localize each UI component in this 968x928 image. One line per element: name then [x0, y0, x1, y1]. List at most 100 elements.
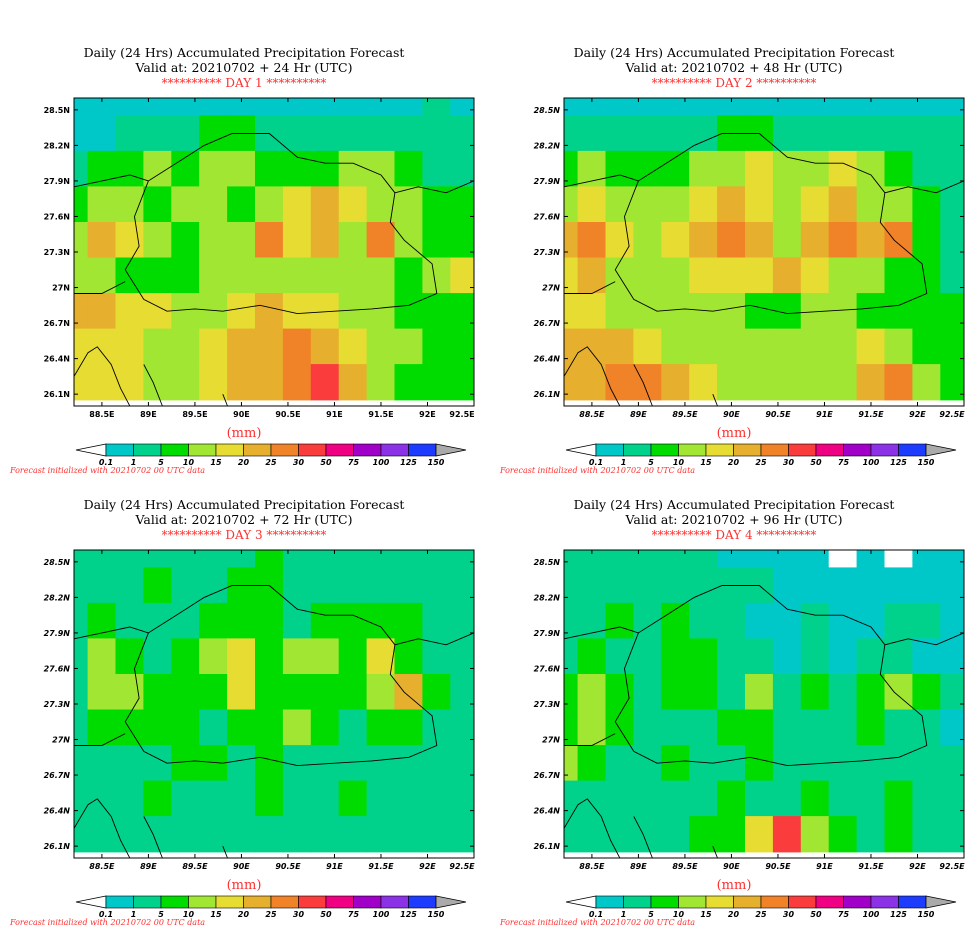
x-tick-label: 92.5E: [939, 862, 965, 871]
boundary-line: [633, 816, 653, 858]
precip-cell: [394, 257, 424, 294]
precip-cell: [87, 98, 117, 117]
precip-cell: [255, 328, 284, 365]
precip-cell: [450, 709, 474, 746]
precip-cell: [450, 293, 474, 330]
precip-cell: [912, 257, 942, 294]
precip-cell: [87, 293, 117, 330]
chart-title-line-1: Daily (24 Hrs) Accumulated Precipitation…: [573, 45, 895, 60]
x-tick-label: 92.5E: [449, 410, 474, 419]
precip-cell: [199, 257, 228, 294]
precip-cell: [143, 98, 173, 117]
precip-cell: [227, 780, 256, 817]
precip-cell: [366, 745, 396, 782]
colorbar-label: 150: [918, 458, 935, 467]
precip-cell: [366, 98, 396, 117]
y-tick-label: 28.2N: [534, 141, 561, 150]
precip-cell: [310, 780, 340, 817]
precip-cell: [255, 186, 284, 223]
precip-cell: [772, 638, 802, 675]
precip-cell: [310, 257, 340, 294]
precip-cell: [940, 328, 964, 365]
precip-cell: [74, 674, 89, 711]
precip-cell: [689, 222, 718, 259]
precip-cell: [940, 602, 964, 640]
colorbar-label: 20: [238, 458, 250, 467]
precip-cell: [564, 257, 579, 294]
precip-cell: [115, 816, 145, 853]
precip-cell: [745, 745, 774, 782]
precip-cell: [87, 780, 117, 817]
boundary-line: [74, 798, 131, 858]
boundary-line: [564, 174, 639, 188]
precip-cell: [772, 222, 802, 259]
precip-cell: [87, 150, 117, 188]
precip-cell: [577, 745, 607, 782]
colorbar-segment: [270, 895, 299, 909]
precip-cell: [940, 293, 964, 330]
precip-cell: [745, 816, 774, 853]
precip-cell: [577, 550, 607, 569]
colorbar-max-arrow: [925, 895, 957, 909]
precip-cell: [717, 293, 746, 330]
x-tick-label: 89.5E: [182, 410, 207, 419]
x-tick-label: 91E: [816, 410, 833, 419]
chart-title-line-2: Valid at: 20210702 + 72 Hr (UTC): [135, 512, 353, 527]
precip-cell: [115, 150, 145, 188]
precip-cell: [605, 638, 635, 675]
colorbar-label: 5: [158, 458, 164, 467]
precip-cell: [255, 222, 284, 259]
precip-cell: [87, 186, 117, 223]
precip-cell: [171, 364, 200, 401]
y-tick-label: 28.2N: [534, 593, 561, 602]
colorbar-label: 1: [131, 458, 137, 467]
colorbar-label: 125: [400, 910, 417, 919]
precip-cell: [199, 550, 228, 569]
precip-cell: [310, 567, 340, 604]
precip-cell: [255, 709, 284, 746]
precip-cell: [255, 745, 284, 782]
boundary-line: [222, 394, 228, 406]
colorbar-segment: [380, 443, 409, 457]
precip-cell: [940, 567, 964, 604]
precip-cell: [772, 364, 802, 401]
precip-cell: [912, 745, 942, 782]
precip-cell: [310, 150, 340, 188]
precip-cell: [227, 550, 256, 569]
precip-cell: [366, 567, 396, 604]
precip-cell: [310, 98, 340, 117]
precip-cell: [366, 293, 396, 330]
precip-cell: [564, 567, 579, 604]
precip-cell: [828, 816, 858, 853]
colorbar-segment: [760, 895, 789, 909]
precip-cell: [564, 780, 579, 817]
y-tick-label: 28.5N: [534, 558, 561, 567]
x-tick-label: 89.5E: [672, 410, 698, 419]
precip-cell: [717, 709, 746, 746]
precip-cell: [940, 709, 964, 746]
precip-cell: [772, 709, 802, 746]
colorbar-segment: [595, 443, 624, 457]
precip-cell: [310, 638, 340, 675]
precip-cell: [366, 602, 396, 640]
precip-cell: [912, 780, 942, 817]
precip-cell: [422, 780, 452, 817]
x-tick-label: 89E: [630, 862, 647, 871]
precip-cell: [143, 328, 173, 365]
precip-cell: [856, 567, 886, 604]
precip-cell: [143, 550, 173, 569]
precip-cell: [171, 816, 200, 853]
precip-cell: [450, 364, 474, 401]
precip-cell: [227, 602, 256, 640]
precip-cell: [940, 115, 964, 152]
colorbar-segment: [188, 895, 217, 909]
precip-cell: [577, 780, 607, 817]
day-label: ********** DAY 2 **********: [651, 76, 817, 90]
colorbar-label: 15: [210, 458, 222, 467]
precip-cell: [282, 115, 312, 152]
colorbar-label: 1: [621, 458, 627, 467]
precip-cell: [884, 364, 914, 401]
colorbar-segment: [595, 895, 624, 909]
y-tick-label: 27N: [52, 736, 70, 745]
precip-cell: [74, 257, 89, 294]
